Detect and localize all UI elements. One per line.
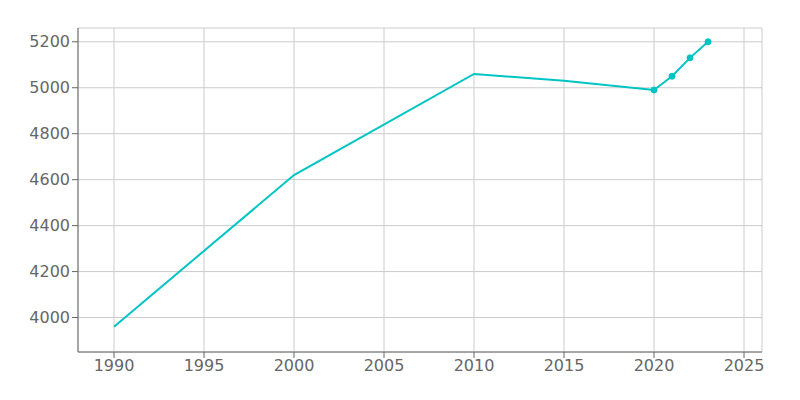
- svg-text:2000: 2000: [274, 356, 315, 375]
- svg-text:2025: 2025: [724, 356, 765, 375]
- svg-text:5000: 5000: [29, 78, 70, 97]
- svg-text:1990: 1990: [94, 356, 135, 375]
- svg-text:4800: 4800: [29, 124, 70, 143]
- svg-text:2005: 2005: [364, 356, 405, 375]
- svg-text:4600: 4600: [29, 170, 70, 189]
- svg-text:2010: 2010: [454, 356, 495, 375]
- svg-text:4400: 4400: [29, 216, 70, 235]
- svg-text:4000: 4000: [29, 308, 70, 327]
- svg-text:2020: 2020: [634, 356, 675, 375]
- svg-text:5200: 5200: [29, 32, 70, 51]
- svg-text:4200: 4200: [29, 262, 70, 281]
- svg-text:1995: 1995: [184, 356, 225, 375]
- svg-text:2015: 2015: [544, 356, 585, 375]
